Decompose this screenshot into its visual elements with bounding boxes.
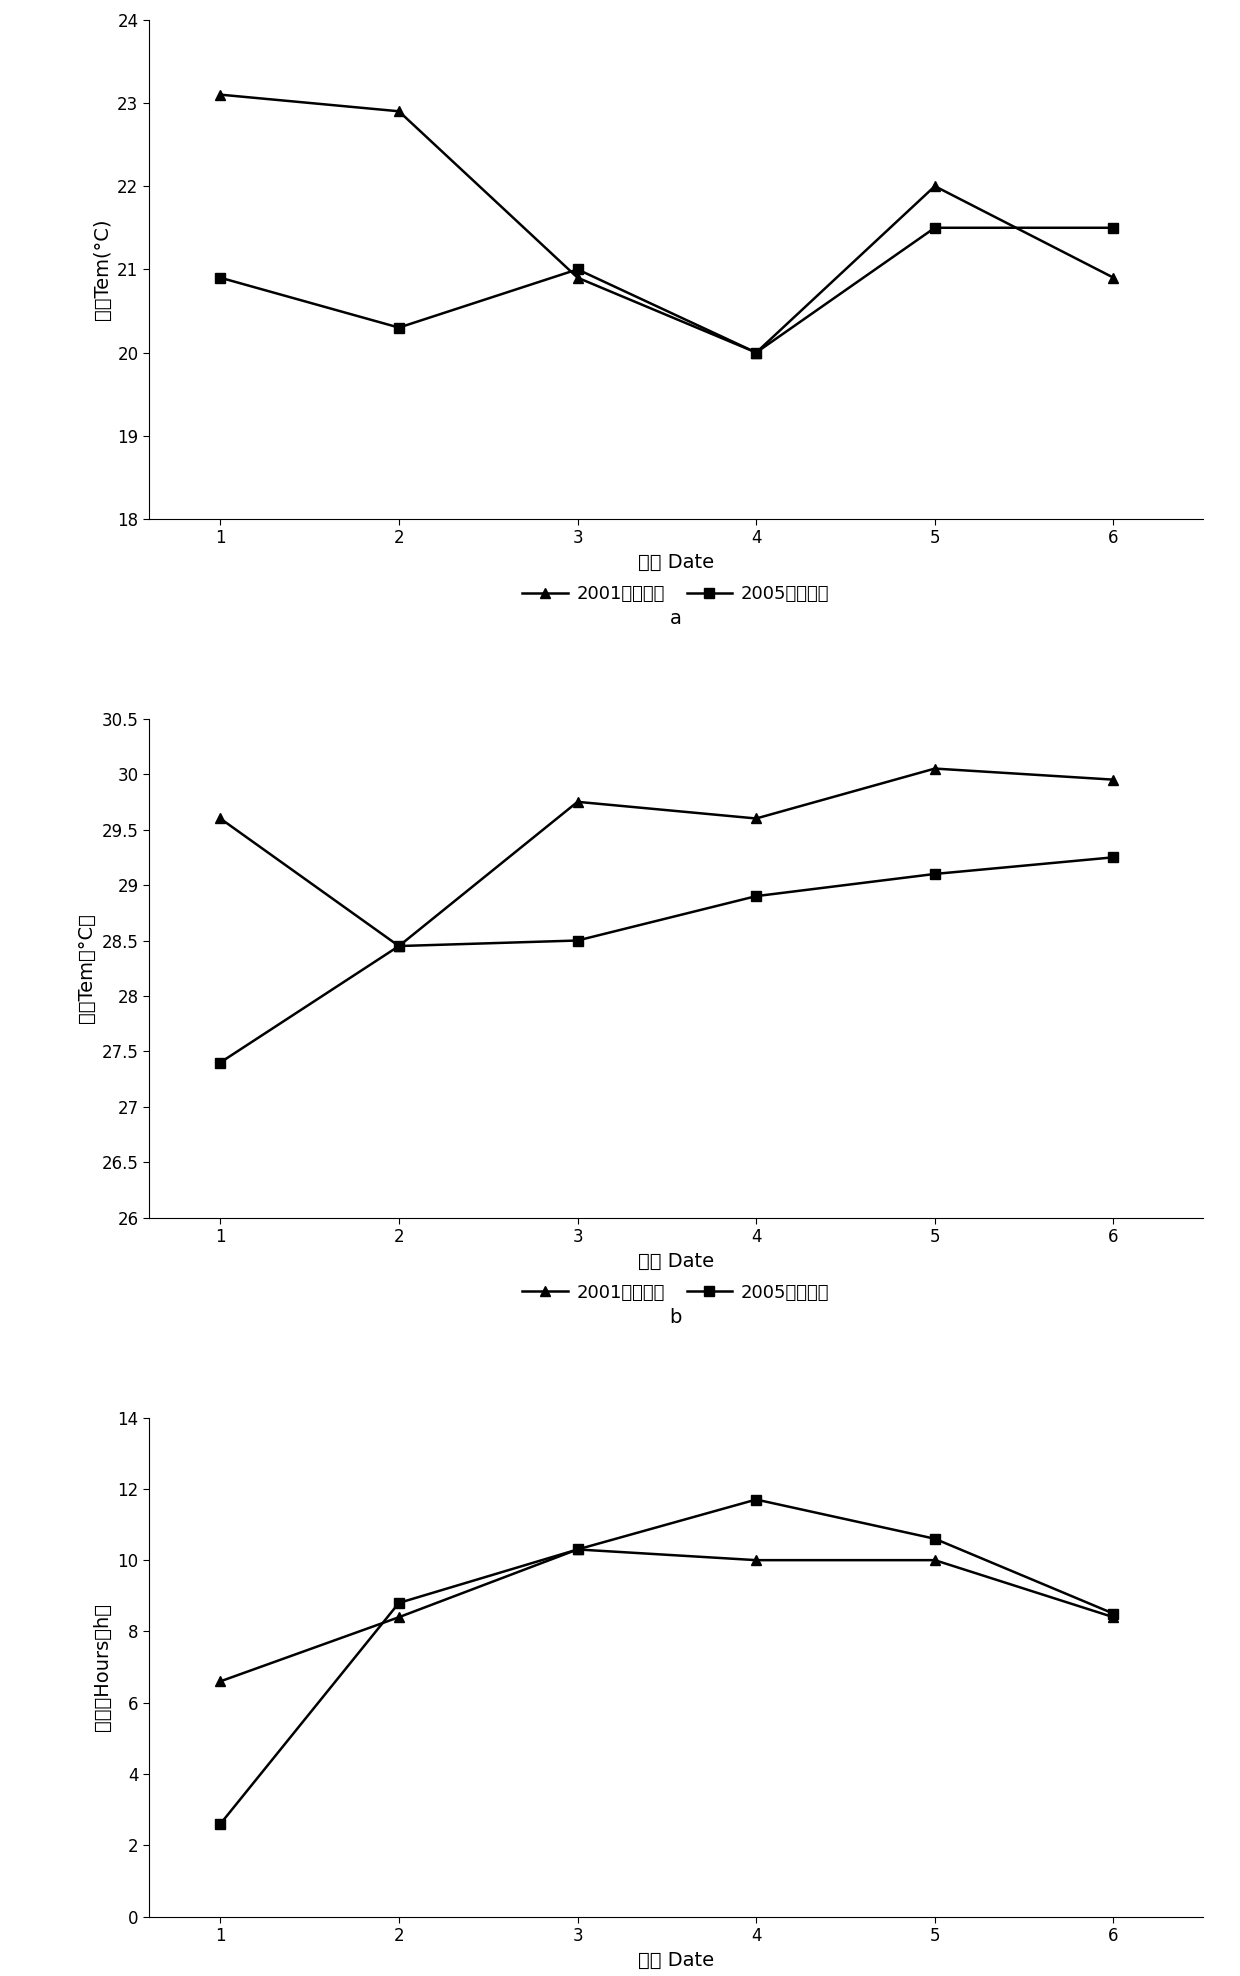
2005年开花期: [928, 1527, 942, 1551]
2005年开花期: [213, 1812, 228, 1836]
2001年开花期: [928, 1549, 942, 1573]
2001年开花期: [570, 790, 585, 814]
2005年开花期: [1106, 846, 1121, 869]
2005年开花期: [749, 1488, 764, 1512]
2001年开花期: [928, 757, 942, 781]
2005年开花期: [749, 340, 764, 364]
2005年开花期: [928, 215, 942, 239]
2001年开花期: [213, 1670, 228, 1693]
2005年开花期: [570, 257, 585, 281]
Line: 2005年开花期: 2005年开花期: [216, 223, 1118, 358]
2005年开花期: [749, 885, 764, 909]
2001年开花期: [213, 806, 228, 830]
2001年开花期: [749, 340, 764, 364]
2005年开花期: [213, 267, 228, 290]
X-axis label: 日序 Date: 日序 Date: [637, 553, 714, 571]
Line: 2005年开花期: 2005年开花期: [216, 1494, 1118, 1830]
Legend: 2001年开花期, 2005年开花期: 2001年开花期, 2005年开花期: [515, 1276, 837, 1310]
2005年开花期: [928, 862, 942, 885]
2005年开花期: [570, 929, 585, 952]
2001年开花期: [1106, 769, 1121, 792]
Y-axis label: 小时数Hours（h）: 小时数Hours（h）: [93, 1603, 112, 1731]
Line: 2001年开花期: 2001年开花期: [216, 89, 1118, 358]
2001年开花期: [1106, 267, 1121, 290]
2001年开花期: [1106, 1605, 1121, 1628]
2005年开花期: [392, 1591, 407, 1614]
Y-axis label: 温度Tem(°C): 温度Tem(°C): [93, 219, 112, 320]
Line: 2005年开花期: 2005年开花期: [216, 852, 1118, 1067]
2001年开花期: [392, 935, 407, 958]
Text: b: b: [670, 1308, 682, 1326]
2001年开花期: [570, 1537, 585, 1561]
X-axis label: 日序 Date: 日序 Date: [637, 1253, 714, 1271]
Y-axis label: 温度Tem（°C）: 温度Tem（°C）: [77, 913, 95, 1024]
2005年开花期: [1106, 215, 1121, 239]
Line: 2001年开花期: 2001年开花期: [216, 763, 1118, 950]
2005年开花期: [213, 1051, 228, 1075]
2001年开花期: [928, 174, 942, 198]
2001年开花期: [749, 806, 764, 830]
2005年开花期: [570, 1537, 585, 1561]
2001年开花期: [749, 1549, 764, 1573]
Line: 2001年开花期: 2001年开花期: [216, 1545, 1118, 1686]
2001年开花期: [570, 267, 585, 290]
2005年开花期: [392, 316, 407, 340]
X-axis label: 日序 Date: 日序 Date: [637, 1950, 714, 1970]
2005年开花期: [392, 935, 407, 958]
2001年开花期: [392, 99, 407, 123]
Text: a: a: [670, 609, 682, 628]
2001年开花期: [392, 1605, 407, 1628]
2005年开花期: [1106, 1603, 1121, 1626]
Legend: 2001年开花期, 2005年开花期: 2001年开花期, 2005年开花期: [515, 577, 837, 611]
2001年开花期: [213, 83, 228, 107]
